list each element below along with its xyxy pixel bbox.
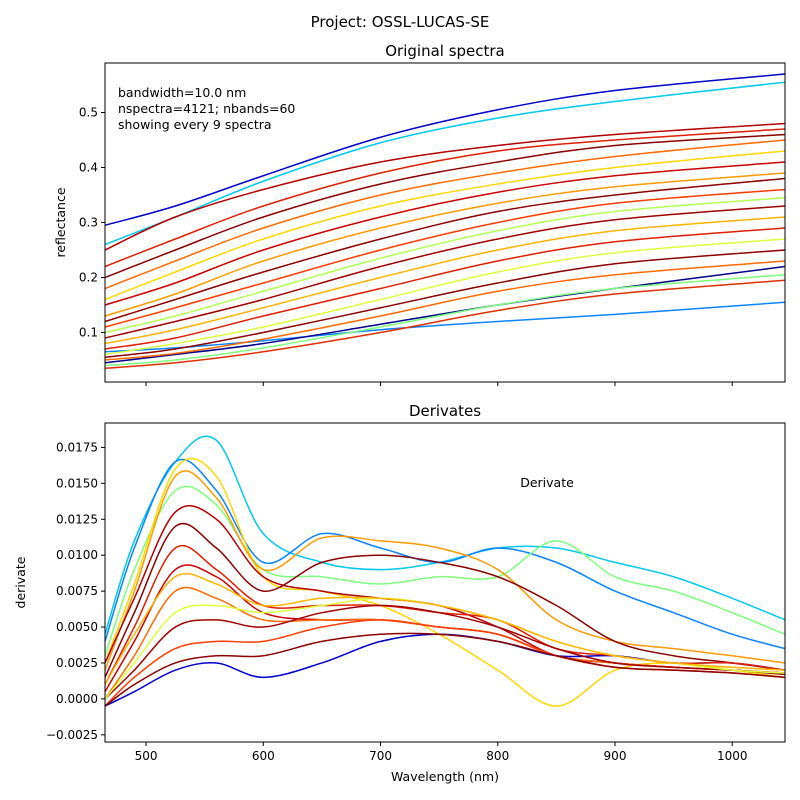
annotation-text: nspectra=4121; nbands=60 [118, 101, 295, 116]
y-tick-label: 0.0100 [56, 548, 98, 562]
series-line-6 [105, 504, 785, 674]
series-line-4 [105, 470, 785, 671]
y-tick-label: 0.5 [79, 106, 98, 120]
series-line-18 [105, 249, 785, 358]
series-line-2 [105, 485, 785, 657]
series-line-11 [105, 177, 785, 323]
series-group [105, 435, 785, 707]
series-line-15 [105, 216, 785, 345]
series-line-8 [105, 150, 785, 301]
y-tick-label: −0.0025 [46, 728, 98, 742]
series-line-15 [105, 572, 785, 685]
series-line-7 [105, 139, 785, 290]
series-line-4 [105, 122, 785, 251]
series-line-13 [105, 632, 785, 707]
x-tick-label: 900 [604, 749, 627, 763]
y-axis-label: derivate [13, 556, 28, 608]
series-line-9 [105, 161, 785, 306]
x-tick-label: 800 [486, 749, 509, 763]
x-axis-label: Wavelength (nm) [391, 769, 499, 784]
y-tick-label: 0.0125 [56, 512, 98, 526]
series-line-13 [105, 197, 785, 334]
series-line-10 [105, 586, 785, 700]
series-line-7 [105, 523, 785, 678]
x-tick-label: 600 [252, 749, 275, 763]
y-tick-label: 0.0025 [56, 656, 98, 670]
series-line-14 [105, 205, 785, 339]
series-group [105, 73, 785, 369]
series-line-2 [105, 301, 785, 353]
panel-title: Original spectra [385, 42, 505, 60]
annotation-text: showing every 9 spectra [118, 117, 272, 132]
series-line-3 [105, 457, 785, 707]
series-line-17 [105, 238, 785, 356]
series-line-5 [105, 128, 785, 268]
y-tick-label: 0.0050 [56, 620, 98, 634]
y-tick-label: 0.2 [79, 271, 98, 285]
panel-title: Derivates [409, 402, 481, 420]
y-axis-label: reflectance [53, 187, 68, 257]
series-line-3 [105, 265, 785, 364]
series-line-11 [105, 604, 785, 700]
series-line-0 [105, 73, 785, 226]
y-tick-label: 0.0150 [56, 476, 98, 490]
series-line-20 [105, 274, 785, 367]
series-line-10 [105, 172, 785, 317]
series-line-16 [105, 227, 785, 350]
series-line-6 [105, 133, 785, 279]
panel-derivates: Derivates 500 600 700 800 900 1000 −0.0025 0.000… [13, 402, 786, 784]
panel-original-spectra: Original spectra 0.1 0.2 0.3 0.4 0.5 reflectan… [53, 42, 786, 386]
series-line-1 [105, 458, 785, 650]
series-line-19 [105, 260, 785, 361]
y-tick-label: 0.0000 [56, 692, 98, 706]
axes-frame [104, 422, 786, 743]
annotation-text: bandwidth=10.0 nm [118, 85, 246, 100]
annotation-text: Derivate [520, 475, 574, 490]
figure-suptitle: Project: OSSL-LUCAS-SE [311, 13, 490, 31]
y-tick-label: 0.0075 [56, 584, 98, 598]
y-tick-label: 0.1 [79, 326, 98, 340]
x-tick-label: 700 [369, 749, 392, 763]
y-tick-label: 0.4 [79, 161, 98, 175]
y-tick-label: 0.3 [79, 216, 98, 230]
series-line-21 [105, 279, 785, 369]
series-line-12 [105, 188, 785, 328]
x-tick-label: 500 [135, 749, 158, 763]
y-tick-label: 0.0175 [56, 440, 98, 454]
x-tick-label: 1000 [717, 749, 748, 763]
